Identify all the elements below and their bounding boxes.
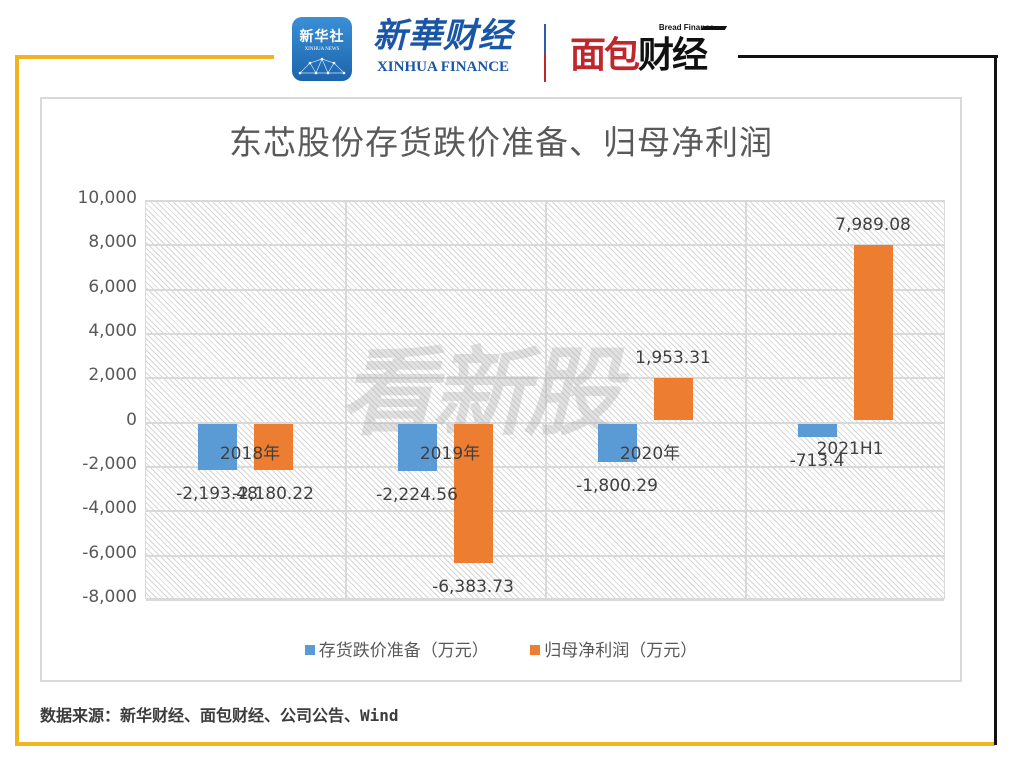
network-icon (298, 57, 346, 75)
legend-item-inventory-impairment: 存货跌价准备（万元） (304, 636, 489, 661)
frame-black-top (738, 55, 998, 58)
bread-finance-logo-bar (700, 26, 728, 30)
legend-item-net-profit: 归母净利润（万元） (530, 636, 697, 661)
data-label: -1,800.29 (576, 475, 658, 496)
data-label: 1,953.31 (635, 348, 711, 369)
bar-net-profit (853, 244, 893, 420)
data-label: -2,224.56 (376, 484, 458, 505)
data-label: -2,193.48 (176, 484, 258, 505)
bar-inventory-impairment (797, 423, 837, 438)
bar-inventory-impairment (597, 423, 637, 462)
gridline-vertical (545, 201, 547, 598)
y-tick-label: 2,000 (88, 365, 137, 386)
x-category-label: 2019年 (419, 443, 481, 464)
xinhua-news-logo: 新华社 XINHUA NEWS (292, 17, 352, 81)
frame-gold-top (16, 55, 274, 59)
y-tick-label: 0 (126, 409, 137, 430)
gridline-vertical (345, 201, 347, 598)
bar-inventory-impairment (397, 423, 437, 471)
x-category-label: 2018年 (219, 443, 281, 464)
y-tick-label: -4,000 (82, 498, 137, 519)
y-tick-label: 8,000 (88, 232, 137, 253)
bread-finance-logo-cn: 面包财经 (570, 35, 708, 76)
data-label: -6,383.73 (432, 577, 514, 598)
bar-net-profit (653, 378, 693, 420)
x-category-label: 2020年 (619, 443, 681, 464)
bar-inventory-impairment (197, 423, 237, 471)
y-tick-label: 10,000 (77, 188, 137, 208)
chart-title: 东芯股份存货跌价准备、归母净利润 (229, 123, 773, 162)
bar-net-profit (453, 423, 493, 564)
frame-black-right (994, 55, 997, 745)
bread-finance-logo: Bread Finance 面包财经 (568, 20, 728, 80)
xinhua-finance-logo-en: XINHUA FINANCE (376, 59, 510, 75)
y-tick-label: -8,000 (82, 587, 137, 607)
xinhua-news-logo-cn: 新华社 (299, 29, 345, 45)
xinhua-news-logo-en: XINHUA NEWS (304, 47, 340, 52)
x-category-label: 2021H1 (816, 438, 884, 459)
gridline-horizontal (146, 599, 944, 601)
bread-finance-logo-en: Bread Finance (658, 23, 714, 32)
legend-swatch-blue (304, 645, 315, 655)
y-tick-label: -2,000 (82, 454, 137, 474)
data-label: 7,989.08 (835, 214, 911, 235)
legend: 存货跌价准备（万元） 归母净利润（万元） (40, 636, 962, 661)
data-label: -2,180.22 (232, 483, 314, 504)
y-tick-label: -6,000 (82, 542, 137, 563)
frame-gold-bottom (15, 742, 995, 746)
legend-swatch-orange (530, 645, 541, 655)
gridline-vertical (745, 201, 747, 598)
logo-divider (544, 24, 546, 82)
xinhua-finance-logo: 新華财经 XINHUA FINANCE (368, 14, 518, 86)
data-source: 数据来源：新华财经、面包财经、公司公告、Wind (40, 706, 399, 725)
xinhua-finance-logo-cn: 新華财经 (373, 16, 513, 56)
plot-area (145, 200, 945, 601)
y-tick-label: 6,000 (88, 276, 137, 297)
y-tick-label: 4,000 (88, 321, 137, 341)
frame-gold-left (15, 55, 19, 746)
bar-net-profit (253, 423, 293, 470)
data-label: -713.4 (789, 451, 845, 472)
